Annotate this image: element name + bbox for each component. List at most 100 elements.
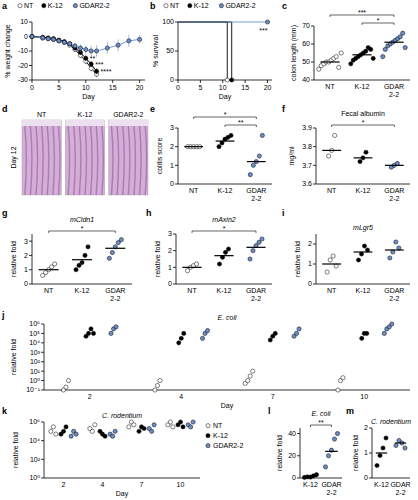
data-point (337, 65, 341, 69)
data-point (80, 260, 84, 264)
data-point (229, 133, 233, 137)
x-tick-label-line: 2-2 (389, 195, 399, 202)
y-tick-label: 3 (168, 230, 172, 237)
data-point (132, 423, 136, 427)
chart-title: mLgr5 (353, 224, 373, 232)
x-tick-label: 20 (264, 84, 272, 91)
data-point (251, 163, 255, 167)
y-axis-label: relative fold (10, 241, 17, 277)
y-tick (173, 234, 176, 235)
data-point (260, 237, 264, 241)
x-tick-label: 7 (271, 393, 275, 400)
y-tick (313, 284, 316, 285)
x-tick-label-line: 2-2 (110, 295, 120, 302)
significance-label: *** (358, 9, 366, 16)
x-tick-label: GDAR2-2 (384, 187, 404, 202)
data-point (110, 250, 114, 254)
panel-letter: m (346, 406, 354, 416)
data-point (323, 465, 327, 469)
data-point (331, 254, 335, 258)
data-point (57, 39, 61, 43)
data-point (127, 425, 131, 429)
data-point (91, 331, 95, 335)
x-tick-label: 5 (198, 84, 202, 91)
y-tick-label: 1 (168, 264, 172, 271)
y-tick (313, 165, 316, 166)
data-point (54, 432, 58, 436)
histology-image (65, 120, 104, 195)
x-tick-label: K-12 (356, 187, 371, 194)
data-point (378, 453, 382, 457)
x-tick-label-line: 7 (140, 481, 144, 488)
data-point (381, 55, 385, 59)
data-point (152, 423, 156, 427)
mean-line (385, 249, 404, 250)
data-point (113, 429, 117, 433)
mean-line (322, 150, 341, 151)
x-tick-label-line: GDAR (384, 187, 404, 194)
x-tick-label: 0 (30, 84, 34, 91)
y-tick (297, 433, 300, 434)
data-point (68, 42, 72, 46)
y-tick-label: 2 (168, 247, 172, 254)
x-tick-label-line: 2-2 (251, 295, 261, 302)
y-axis-label: relative fold (12, 432, 19, 468)
y-tick-label: 3 (170, 124, 174, 131)
x-tick-label-line: NT (187, 287, 197, 294)
y-axis-line (300, 428, 301, 478)
y-tick (173, 250, 176, 251)
data-point (182, 331, 186, 335)
data-point (217, 262, 221, 266)
lumen (65, 120, 104, 126)
data-point (326, 454, 330, 458)
y-tick-label: 0 (364, 474, 368, 481)
data-point (89, 62, 93, 66)
x-tick-label: NT (327, 187, 337, 194)
y-tick-label: 10⁻¹ (26, 386, 40, 393)
y-axis-label: relative fold (154, 241, 161, 277)
y-axis-label: % weight change (4, 24, 12, 77)
chart-title: E. coli (217, 314, 237, 321)
mean-line (216, 140, 235, 141)
tissue-texture (30, 126, 32, 195)
mean-line (184, 146, 203, 147)
data-point (200, 336, 204, 340)
x-axis-label: Day (219, 93, 232, 101)
data-point (90, 429, 94, 433)
x-tick-label-line: 10 (360, 393, 368, 400)
data-point (394, 240, 398, 244)
legend-label: K-12 (194, 2, 209, 9)
y-tick (369, 453, 372, 454)
panel-letter: a (2, 1, 8, 11)
legend-marker (219, 4, 223, 8)
data-point (177, 341, 181, 345)
x-tick-label: 0 (176, 84, 180, 91)
y-axis-label: mg/ml (288, 146, 296, 166)
y-tick-label: -30 (18, 76, 28, 83)
tissue-texture (74, 126, 76, 195)
significance-label: * (224, 111, 227, 118)
image-label: K-12 (78, 111, 93, 118)
y-tick-label: 10⁶ (29, 418, 40, 425)
data-point (364, 150, 368, 154)
data-point (41, 36, 45, 40)
legend-marker (188, 4, 192, 8)
x-tick-label: GDAR2-2 (246, 187, 266, 202)
y-tick (173, 267, 176, 268)
data-point (89, 49, 93, 53)
y-tick (313, 264, 316, 265)
x-tick-label: 10 (219, 84, 227, 91)
legend-label: NT (170, 2, 180, 9)
x-tick-label: GDAR2-2 (105, 287, 125, 302)
x-axis-label: Day (221, 402, 234, 410)
x-tick-label: K-12 (303, 481, 318, 488)
data-point (325, 270, 329, 274)
mean-line (246, 247, 265, 248)
x-tick-label-line: K-12 (218, 187, 233, 194)
x-tick (222, 80, 223, 83)
data-point (390, 322, 394, 326)
y-tick (29, 255, 32, 256)
data-point (191, 420, 195, 424)
y-tick (311, 44, 314, 45)
y-tick (175, 22, 178, 23)
